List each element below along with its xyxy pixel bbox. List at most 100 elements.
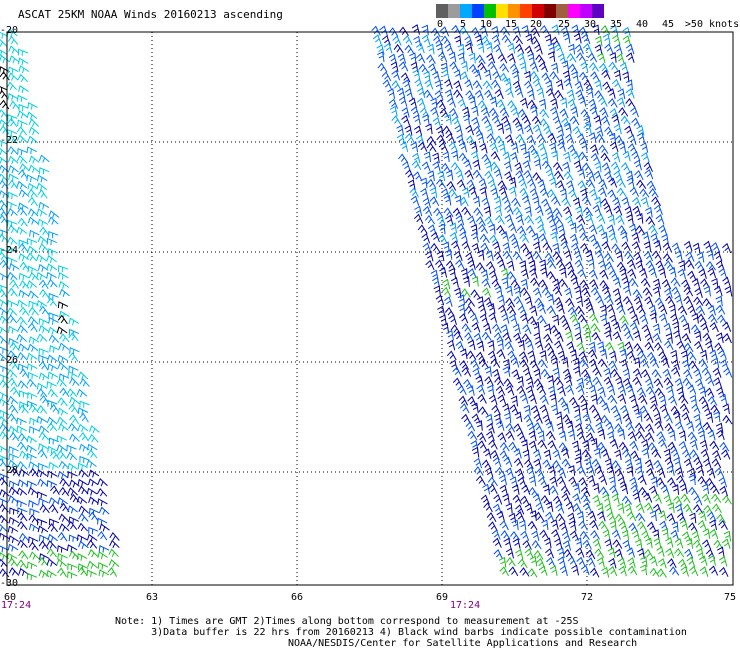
wind-barb (658, 304, 668, 315)
wind-barb (645, 537, 653, 549)
wind-barb (493, 195, 502, 207)
wind-barb (7, 179, 18, 190)
wind-barb (48, 216, 59, 225)
wind-barb (576, 431, 586, 442)
latitude-label: -28 (0, 465, 19, 476)
wind-barb (502, 250, 513, 261)
wind-barb (518, 108, 528, 119)
wind-barb (17, 460, 28, 470)
legend-label: 10 (479, 19, 493, 30)
wind-barb (636, 124, 645, 136)
wind-barb (0, 415, 9, 425)
wind-barb (533, 332, 542, 343)
wind-barb (580, 140, 588, 152)
wind-barb (467, 259, 476, 270)
wind-barb (552, 495, 563, 506)
wind-barb (408, 97, 417, 109)
wind-barb (436, 215, 446, 227)
wind-barb (614, 413, 623, 425)
wind-barb (552, 207, 563, 218)
wind-barb (632, 404, 640, 415)
wind-barb (643, 251, 653, 262)
wind-barb (644, 341, 655, 352)
wind-barb (586, 557, 596, 568)
wind-barb (442, 151, 450, 163)
wind-barb (97, 498, 108, 506)
wind-barb (602, 33, 611, 45)
wind-barb (456, 223, 467, 234)
wind-barb (627, 565, 638, 576)
wind-barb (686, 351, 697, 361)
wind-barb (698, 510, 707, 522)
wind-barb (477, 440, 487, 451)
wind-barb (649, 358, 660, 369)
wind-barb (697, 430, 706, 441)
wind-barb (412, 171, 423, 182)
wind-barb (486, 430, 495, 442)
wind-barb (597, 510, 606, 522)
wind-barb (8, 325, 19, 334)
wind-barb (411, 160, 422, 171)
wind-barb (6, 314, 18, 324)
wind-barb (693, 495, 703, 506)
latitude-label: -30 (0, 578, 19, 589)
wind-barb (715, 260, 725, 271)
wind-barb (577, 168, 586, 179)
wind-barb (27, 343, 39, 352)
wind-barb (665, 537, 674, 548)
wind-barb (556, 134, 565, 145)
wind-barb (462, 113, 470, 125)
wind-barb (7, 299, 18, 308)
wind-barb (507, 42, 516, 54)
wind-barb (718, 476, 728, 488)
wind-barb (585, 87, 594, 99)
wind-barb (0, 488, 10, 498)
wind-barb (429, 196, 440, 207)
wind-barb (88, 496, 99, 505)
wind-barb (542, 414, 552, 425)
wind-barb (505, 547, 514, 559)
wind-barb (528, 475, 537, 487)
wind-barb (78, 431, 89, 442)
wind-barb (391, 69, 400, 81)
wind-barb (558, 278, 569, 288)
wind-barb (461, 187, 470, 198)
wind-barb (563, 78, 573, 89)
wind-barb (582, 440, 590, 451)
wind-barb (573, 160, 582, 172)
wind-barb (555, 411, 563, 423)
wind-barb (464, 42, 473, 54)
wind-barb (498, 143, 506, 154)
wind-barb (617, 557, 627, 569)
wind-barb (715, 422, 724, 434)
wind-barb (574, 305, 585, 316)
wind-barb (556, 125, 564, 136)
wind-barb (17, 380, 29, 389)
wind-barb (545, 511, 555, 522)
wind-barb (569, 115, 580, 126)
wind-barb (8, 263, 20, 272)
wind-barb (602, 493, 611, 505)
wind-barb (424, 79, 434, 90)
wind-barb (36, 182, 48, 191)
wind-barb (515, 548, 524, 560)
wind-barb (27, 315, 39, 325)
wind-barb (88, 526, 99, 535)
wind-barb (609, 141, 619, 153)
wind-barb (0, 207, 8, 217)
wind-barb (86, 443, 98, 452)
wind-barb (479, 233, 490, 244)
wind-barb (461, 413, 471, 424)
wind-barb (579, 358, 590, 369)
wind-barb (401, 114, 410, 126)
wind-barb (472, 196, 481, 207)
wind-barb (559, 521, 568, 533)
wind-barb (412, 69, 421, 80)
wind-barb (16, 226, 28, 235)
wind-barb (451, 150, 459, 161)
wind-barb (539, 108, 550, 119)
wind-barb (479, 186, 487, 198)
wind-barb (610, 368, 621, 379)
wind-barb (18, 550, 29, 560)
wind-barb (518, 178, 528, 189)
